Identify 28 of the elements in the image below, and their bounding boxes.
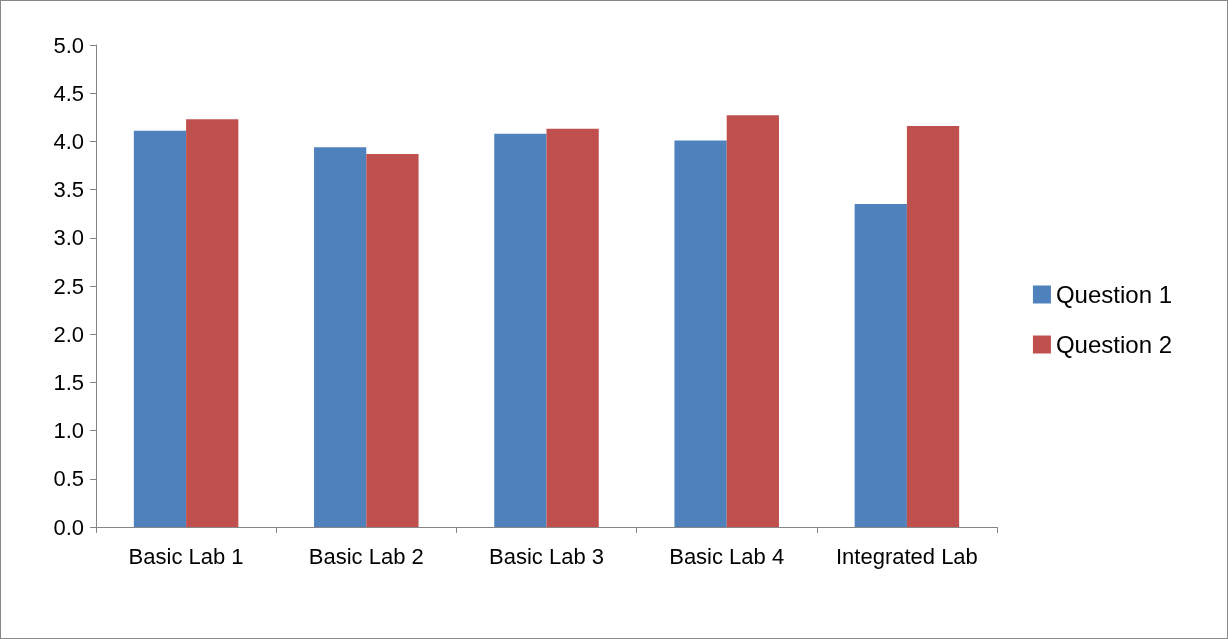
bar [314,147,367,527]
y-tick-label: 3.0 [53,225,84,251]
bar [366,153,419,527]
x-tick-label: Basic Lab 4 [669,543,785,569]
legend-label: Question 2 [1055,331,1172,358]
y-tick-label: 4.5 [53,80,84,106]
y-tick-label: 5.0 [53,32,84,58]
x-tick-label: Integrated Lab [835,543,978,569]
bar [854,204,907,527]
bar [546,128,599,527]
x-tick-label: Basic Lab 3 [489,543,604,569]
bar [906,125,960,527]
y-tick-label: 2.5 [53,273,84,299]
bar [186,119,239,527]
x-tick-label: Basic Lab 2 [308,543,424,569]
bar [726,115,779,527]
y-tick-label: 4.0 [53,128,84,154]
y-tick-label: 3.5 [53,177,84,203]
y-tick-label: 2.0 [53,321,84,347]
y-tick-label: 0.0 [53,514,84,540]
x-tick-label: Basic Lab 1 [128,543,244,569]
bar [133,130,187,527]
bar [674,140,727,527]
legend-label: Question 1 [1055,281,1172,308]
y-tick-label: 1.0 [53,418,84,444]
bar [494,133,547,527]
y-tick-label: 1.5 [53,369,84,395]
y-tick-label: 0.5 [53,466,84,492]
